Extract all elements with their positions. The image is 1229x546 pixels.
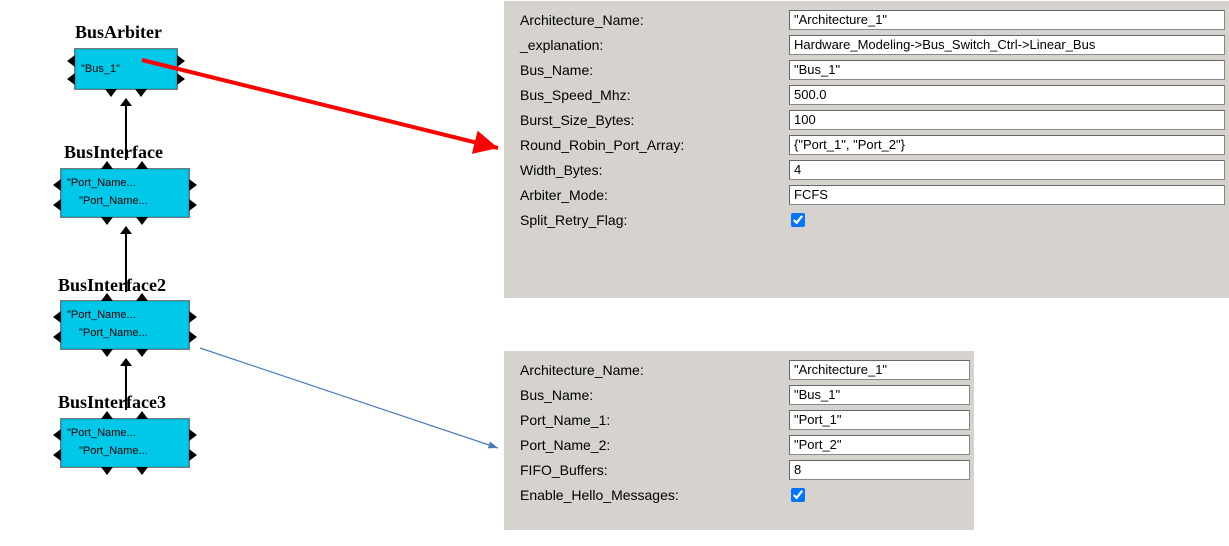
property-label: Width_Bytes:: [504, 162, 789, 178]
blue-pointer-arrow: [0, 0, 520, 470]
property-input-bus-speed[interactable]: [789, 85, 1225, 105]
property-input-burst-size[interactable]: [789, 110, 1225, 130]
property-row: Round_Robin_Port_Array:: [504, 132, 1229, 157]
property-row: Port_Name_1:: [504, 407, 974, 432]
property-input-port-name-2[interactable]: [789, 435, 970, 455]
property-row: Architecture_Name:: [504, 357, 974, 382]
properties-panel-bus-arbiter: Architecture_Name: _explanation: Bus_Nam…: [504, 0, 1229, 298]
property-row: FIFO_Buffers:: [504, 457, 974, 482]
properties-panel-bus-interface: Architecture_Name: Bus_Name: Port_Name_1…: [504, 350, 974, 530]
property-input-width-bytes[interactable]: [789, 160, 1225, 180]
property-row: Bus_Name:: [504, 57, 1229, 82]
property-label: Bus_Speed_Mhz:: [504, 87, 789, 103]
property-label: FIFO_Buffers:: [504, 462, 789, 478]
property-label: Bus_Name:: [504, 387, 789, 403]
property-row: Bus_Name:: [504, 382, 974, 407]
property-input-round-robin[interactable]: [789, 135, 1225, 155]
property-row: Architecture_Name:: [504, 7, 1229, 32]
property-input-port-name-1[interactable]: [789, 410, 970, 430]
property-label: Burst_Size_Bytes:: [504, 112, 789, 128]
property-label: Architecture_Name:: [504, 362, 789, 378]
property-input-fifo-buffers[interactable]: [789, 460, 970, 480]
property-checkbox-split-retry[interactable]: [791, 213, 805, 227]
property-row: Arbiter_Mode:: [504, 182, 1229, 207]
property-input-arbiter-mode[interactable]: [789, 185, 1225, 205]
property-row: Burst_Size_Bytes:: [504, 107, 1229, 132]
property-row: Bus_Speed_Mhz:: [504, 82, 1229, 107]
property-label: Enable_Hello_Messages:: [504, 487, 789, 503]
property-input-architecture-name[interactable]: [789, 10, 1225, 30]
property-row: Port_Name_2:: [504, 432, 974, 457]
property-input-bus-name[interactable]: [789, 385, 970, 405]
property-row: Width_Bytes:: [504, 157, 1229, 182]
property-row: Enable_Hello_Messages:: [504, 482, 974, 507]
property-label: Bus_Name:: [504, 62, 789, 78]
property-label: Port_Name_1:: [504, 412, 789, 428]
property-row: _explanation:: [504, 32, 1229, 57]
property-input-architecture-name[interactable]: [789, 360, 970, 380]
property-label: Split_Retry_Flag:: [504, 212, 789, 228]
property-label: Port_Name_2:: [504, 437, 789, 453]
property-label: Round_Robin_Port_Array:: [504, 137, 789, 153]
property-label: Architecture_Name:: [504, 12, 789, 28]
property-input-explanation[interactable]: [789, 35, 1225, 55]
property-input-bus-name[interactable]: [789, 60, 1225, 80]
property-label: _explanation:: [504, 37, 789, 53]
property-checkbox-hello-messages[interactable]: [791, 488, 805, 502]
property-label: Arbiter_Mode:: [504, 187, 789, 203]
property-row: Split_Retry_Flag:: [504, 207, 1229, 232]
